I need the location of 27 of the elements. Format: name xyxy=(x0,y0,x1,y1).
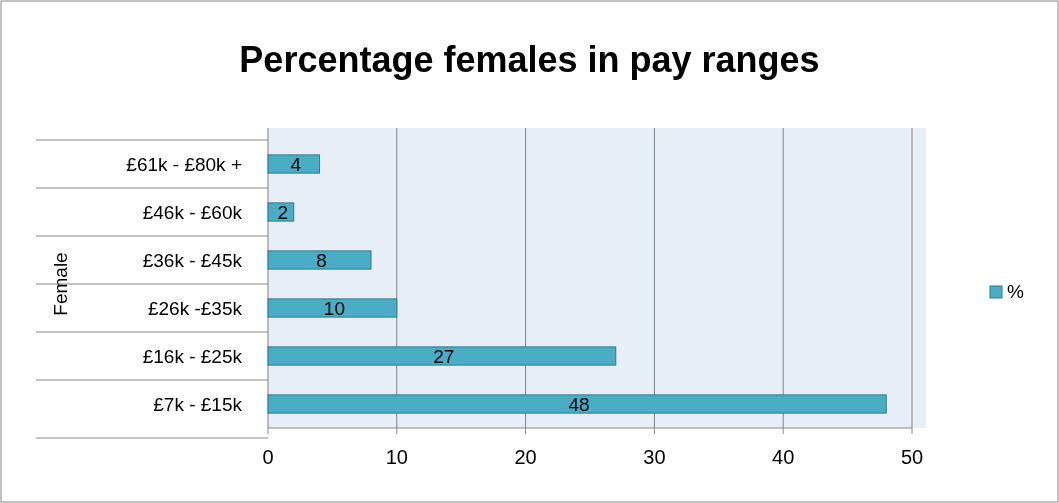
bar xyxy=(267,154,321,174)
y-tick-label: £46k - £60k xyxy=(142,202,243,223)
y-tick-label: £36k - £45k xyxy=(142,250,243,271)
x-tick-label: 20 xyxy=(514,446,537,468)
data-label: 8 xyxy=(316,250,327,271)
bar xyxy=(267,346,617,366)
bar xyxy=(267,250,372,270)
y-tick-label: £61k - £80k + xyxy=(126,154,242,175)
y-tick-label: £26k -£35k xyxy=(147,298,243,319)
chart-title: Percentage females in pay ranges xyxy=(239,39,820,80)
data-label: 4 xyxy=(290,154,302,175)
data-label: 27 xyxy=(433,346,455,367)
bar xyxy=(267,202,295,222)
y-tick-label: £16k - £25k xyxy=(142,346,243,367)
bar xyxy=(267,298,398,318)
legend-label: % xyxy=(1007,281,1024,302)
data-label: 2 xyxy=(277,202,289,223)
x-tick-label: 0 xyxy=(262,446,274,468)
x-tick-label: 40 xyxy=(772,446,795,468)
x-tick-label: 30 xyxy=(643,446,666,468)
data-label: 10 xyxy=(323,298,345,319)
y-tick-label: £7k - £15k xyxy=(153,394,243,415)
bar xyxy=(267,394,887,414)
x-tick-label: 50 xyxy=(900,446,924,468)
x-tick-label: 10 xyxy=(385,446,408,468)
y-axis-title: Female xyxy=(50,252,71,316)
data-label: 48 xyxy=(568,394,590,415)
